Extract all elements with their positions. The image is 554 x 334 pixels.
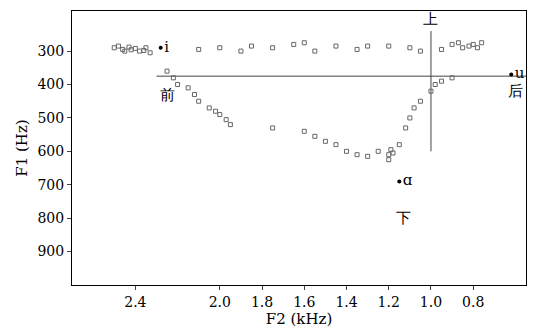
svg-text:600: 600 <box>37 143 64 159</box>
svg-text:下: 下 <box>396 209 411 227</box>
svg-text:前: 前 <box>160 86 175 104</box>
svg-text:1.0: 1.0 <box>420 294 442 310</box>
svg-text:1.2: 1.2 <box>378 294 400 310</box>
svg-text:400: 400 <box>37 76 64 92</box>
svg-text:0.8: 0.8 <box>462 294 484 310</box>
svg-text:800: 800 <box>37 210 64 226</box>
svg-text:2.4: 2.4 <box>124 294 146 310</box>
svg-text:1.8: 1.8 <box>251 294 273 310</box>
svg-text:2.0: 2.0 <box>209 294 231 310</box>
svg-text:上: 上 <box>423 10 438 28</box>
svg-text:后: 后 <box>508 82 523 100</box>
svg-text:ɑ: ɑ <box>403 171 413 189</box>
svg-text:F1 (Hz): F1 (Hz) <box>13 119 31 176</box>
svg-text:700: 700 <box>37 177 64 193</box>
svg-text:300: 300 <box>37 43 64 59</box>
svg-text:1.4: 1.4 <box>335 294 357 310</box>
svg-text:500: 500 <box>37 110 64 126</box>
svg-text:F2 (kHz): F2 (kHz) <box>266 310 333 328</box>
svg-text:i: i <box>164 38 169 56</box>
svg-text:u: u <box>515 64 525 82</box>
svg-text:900: 900 <box>37 243 64 259</box>
svg-text:1.6: 1.6 <box>293 294 315 310</box>
